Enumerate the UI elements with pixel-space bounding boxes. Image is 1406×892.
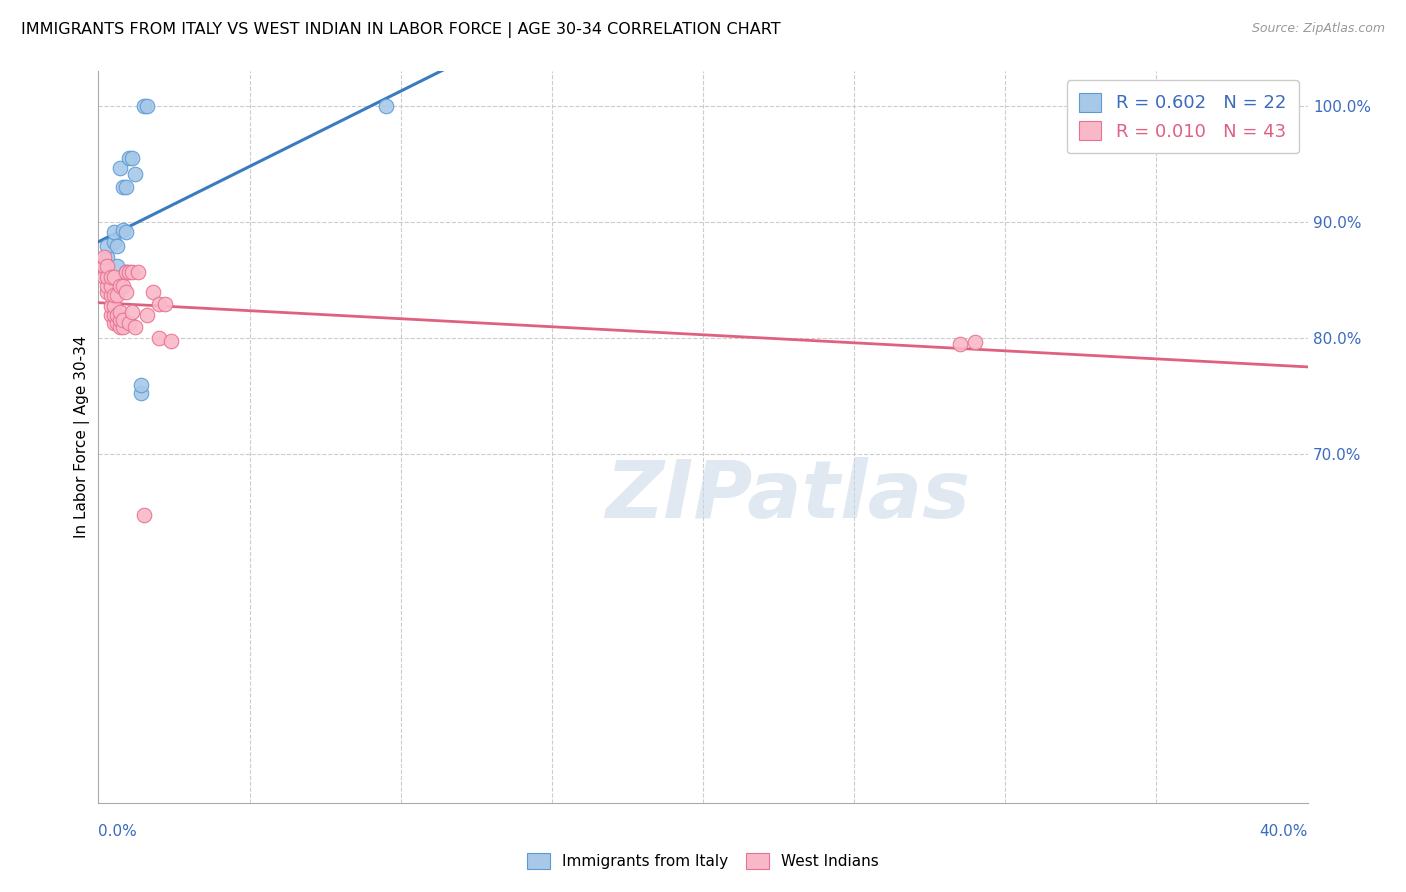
Point bbox=[96, 250, 118, 264]
Point bbox=[114, 285, 136, 299]
Point bbox=[93, 269, 115, 284]
Point bbox=[153, 296, 176, 310]
Point bbox=[111, 279, 134, 293]
Text: 0.0%: 0.0% bbox=[98, 823, 138, 838]
Text: IMMIGRANTS FROM ITALY VS WEST INDIAN IN LABOR FORCE | AGE 30-34 CORRELATION CHAR: IMMIGRANTS FROM ITALY VS WEST INDIAN IN … bbox=[21, 22, 780, 38]
Point bbox=[118, 265, 141, 279]
Point bbox=[103, 235, 125, 249]
Point bbox=[374, 99, 396, 113]
Point bbox=[105, 288, 128, 302]
Point bbox=[111, 313, 134, 327]
Point bbox=[135, 308, 157, 322]
Point bbox=[96, 279, 118, 293]
Point bbox=[118, 316, 141, 330]
Y-axis label: In Labor Force | Age 30-34: In Labor Force | Age 30-34 bbox=[75, 335, 90, 539]
Point bbox=[105, 308, 128, 322]
Point bbox=[148, 331, 170, 345]
Point bbox=[96, 285, 118, 299]
Point bbox=[114, 180, 136, 194]
Point bbox=[93, 260, 115, 274]
Point bbox=[100, 288, 122, 302]
Point bbox=[114, 265, 136, 279]
Point bbox=[93, 250, 115, 264]
Point bbox=[108, 279, 131, 293]
Text: 40.0%: 40.0% bbox=[1260, 823, 1308, 838]
Point bbox=[108, 319, 131, 334]
Point bbox=[105, 276, 128, 290]
Point bbox=[118, 152, 141, 166]
Point bbox=[103, 288, 125, 302]
Point bbox=[108, 304, 131, 318]
Point bbox=[100, 279, 122, 293]
Point bbox=[100, 269, 122, 284]
Point bbox=[96, 269, 118, 284]
Point bbox=[105, 260, 128, 274]
Point bbox=[121, 152, 143, 166]
Point bbox=[103, 316, 125, 330]
Point bbox=[103, 299, 125, 313]
Point bbox=[96, 260, 118, 274]
Point bbox=[103, 225, 125, 239]
Text: ZIPatlas: ZIPatlas bbox=[605, 457, 970, 534]
Point bbox=[111, 223, 134, 237]
Point bbox=[105, 238, 128, 252]
Point bbox=[142, 285, 165, 299]
Point bbox=[111, 180, 134, 194]
Legend: R = 0.602   N = 22, R = 0.010   N = 43: R = 0.602 N = 22, R = 0.010 N = 43 bbox=[1067, 80, 1299, 153]
Point bbox=[124, 167, 146, 181]
Point bbox=[114, 265, 136, 279]
Point bbox=[103, 308, 125, 322]
Point bbox=[965, 334, 987, 349]
Point bbox=[129, 377, 152, 392]
Point bbox=[949, 337, 972, 351]
Point bbox=[111, 319, 134, 334]
Point bbox=[127, 265, 149, 279]
Point bbox=[100, 299, 122, 313]
Legend: Immigrants from Italy, West Indians: Immigrants from Italy, West Indians bbox=[520, 847, 886, 875]
Point bbox=[100, 308, 122, 322]
Point bbox=[135, 99, 157, 113]
Point bbox=[124, 319, 146, 334]
Point bbox=[96, 238, 118, 252]
Point bbox=[148, 296, 170, 310]
Point bbox=[103, 269, 125, 284]
Point bbox=[96, 265, 118, 279]
Point bbox=[114, 225, 136, 239]
Point bbox=[129, 386, 152, 401]
Point bbox=[108, 313, 131, 327]
Point bbox=[132, 508, 155, 522]
Point bbox=[105, 316, 128, 330]
Text: Source: ZipAtlas.com: Source: ZipAtlas.com bbox=[1251, 22, 1385, 36]
Point bbox=[132, 99, 155, 113]
Point bbox=[160, 334, 183, 348]
Point bbox=[121, 265, 143, 279]
Point bbox=[121, 304, 143, 318]
Point bbox=[108, 161, 131, 175]
